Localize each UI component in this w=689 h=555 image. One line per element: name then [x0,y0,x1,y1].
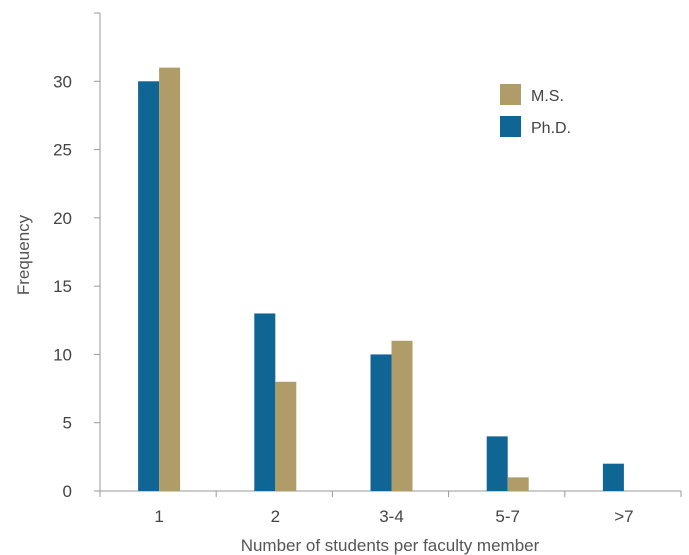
y-tick-label: 20 [53,209,72,228]
legend-label: M.S. [531,88,564,105]
legend: M.S. Ph.D. [500,84,571,137]
y-tick-label: 25 [53,141,72,160]
y-tick-label: 30 [53,72,72,91]
legend-swatch [500,84,521,105]
bar-ms-4 [507,477,529,491]
legend-swatch [500,116,521,137]
x-tick-label: 1 [154,507,163,526]
x-tick-label: 2 [271,507,280,526]
x-tick-label: 3-4 [379,507,404,526]
bars [138,67,624,492]
bar-phd-3 [370,354,392,491]
y-tick-label: 15 [53,277,72,296]
bar-phd-2 [254,313,276,491]
tick-labels: 0 5 10 15 20 25 30 1 2 3-4 5-7 >7 [53,72,634,526]
bar-ms-2 [275,381,297,491]
bar-phd-1 [138,81,160,492]
x-tick-label: 5-7 [495,507,520,526]
y-tick-label: 0 [63,482,72,501]
bar-phd-5 [602,463,624,491]
y-tick-label: 5 [63,414,72,433]
axes [94,12,682,497]
bar-ms-3 [391,340,413,491]
bar-ms-1 [159,67,181,491]
bar-phd-4 [486,436,508,491]
x-tick-label: >7 [614,507,633,526]
y-axis-title: Frequency [14,214,33,295]
x-axis-title: Number of students per faculty member [241,536,540,555]
y-tick-label: 10 [53,345,72,364]
legend-label: Ph.D. [531,120,571,137]
